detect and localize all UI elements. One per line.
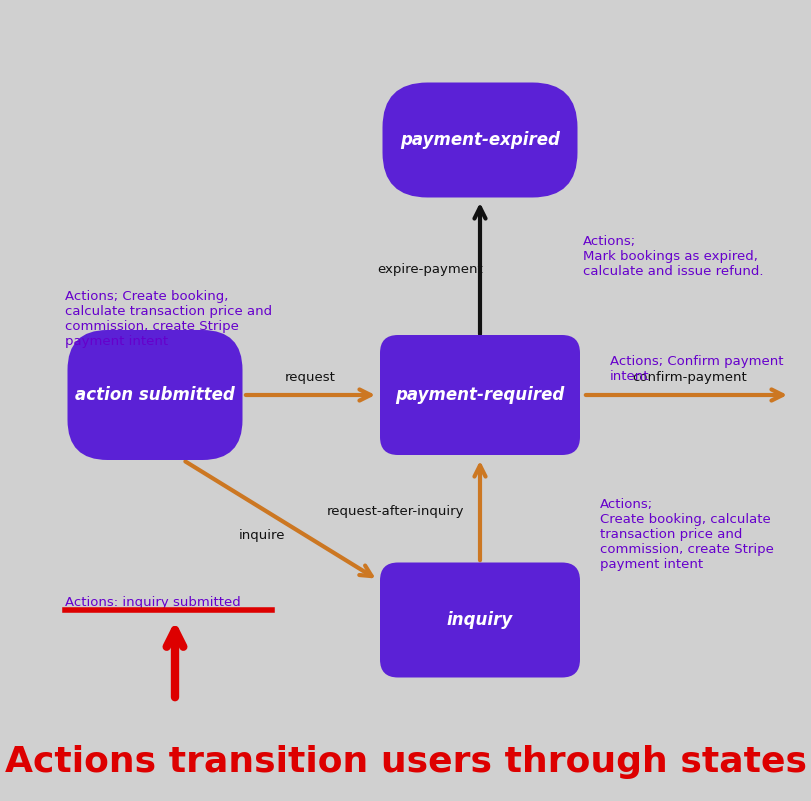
FancyBboxPatch shape bbox=[380, 335, 579, 455]
Text: Actions;
Mark bookings as expired,
calculate and issue refund.: Actions; Mark bookings as expired, calcu… bbox=[582, 235, 762, 278]
Text: confirm-payment: confirm-payment bbox=[632, 372, 746, 384]
FancyBboxPatch shape bbox=[67, 330, 242, 460]
FancyBboxPatch shape bbox=[380, 562, 579, 678]
Text: payment-expired: payment-expired bbox=[400, 131, 560, 149]
Text: Actions;
Create booking, calculate
transaction price and
commission, create Stri: Actions; Create booking, calculate trans… bbox=[599, 498, 773, 571]
Text: inquire: inquire bbox=[238, 529, 285, 541]
Text: Actions; Create booking,
calculate transaction price and
commission, create Stri: Actions; Create booking, calculate trans… bbox=[65, 290, 272, 348]
FancyBboxPatch shape bbox=[382, 83, 577, 198]
Text: Actions: inquiry submitted: Actions: inquiry submitted bbox=[65, 596, 240, 609]
Text: request: request bbox=[284, 372, 335, 384]
Text: Actions; Confirm payment
intent: Actions; Confirm payment intent bbox=[609, 355, 783, 383]
Text: Actions transition users through states: Actions transition users through states bbox=[5, 745, 806, 779]
Text: request-after-inquiry: request-after-inquiry bbox=[326, 505, 463, 518]
Text: expire-payment: expire-payment bbox=[376, 264, 483, 276]
Text: inquiry: inquiry bbox=[446, 611, 513, 629]
Text: payment-required: payment-required bbox=[395, 386, 564, 404]
Text: action submitted: action submitted bbox=[75, 386, 234, 404]
